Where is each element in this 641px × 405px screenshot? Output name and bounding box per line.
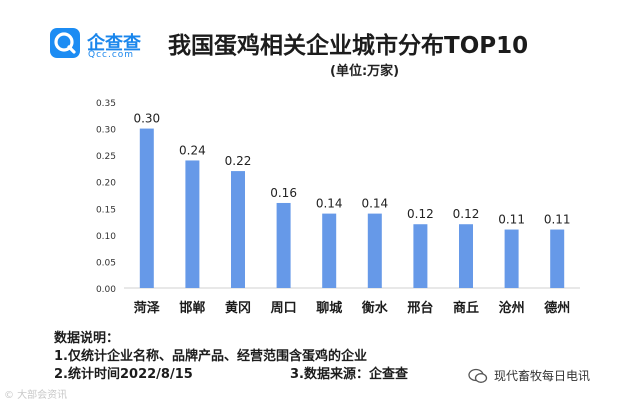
- bar: [185, 160, 200, 288]
- bar: [276, 202, 291, 288]
- data-label: 0.14: [316, 197, 343, 211]
- x-tick-label: 黄冈: [225, 300, 251, 316]
- bar: [459, 224, 473, 288]
- qcc-logo-icon: [50, 28, 80, 58]
- bar: [550, 229, 565, 288]
- y-tick-label: 0.05: [96, 258, 116, 268]
- x-tick-label: 德州: [544, 300, 570, 316]
- y-tick-label: 0.30: [96, 126, 116, 136]
- data-label: 0.11: [544, 213, 571, 227]
- bar: [231, 171, 245, 288]
- x-tick-label: 聊城: [316, 300, 342, 316]
- x-tick-label: 周口: [271, 301, 297, 316]
- brand-name: 企查查: [87, 33, 141, 54]
- x-tick-label: 衡水: [362, 300, 389, 316]
- x-tick-label: 邢台: [407, 300, 433, 316]
- x-tick-label: 沧州: [499, 300, 525, 316]
- y-tick-label: 0.10: [96, 232, 116, 242]
- data-label: 0.14: [361, 197, 388, 211]
- chart-unit: (单位:万家): [330, 64, 400, 79]
- y-tick-label: 0.25: [96, 152, 116, 162]
- wechat-icon: [468, 368, 488, 384]
- wechat-account: 现代畜牧每日电讯: [468, 367, 590, 384]
- bar: [504, 229, 519, 288]
- bar: [413, 224, 428, 288]
- watermark-left: © 大部会资讯: [4, 390, 68, 401]
- bar: [367, 213, 382, 288]
- x-tick-label: 商丘: [453, 300, 479, 316]
- data-label: 0.24: [179, 143, 206, 157]
- notes-item-2: 2.统计时间2022/8/15: [54, 367, 193, 382]
- y-tick-label: 0.35: [96, 99, 116, 109]
- data-label: 0.11: [498, 213, 525, 227]
- y-tick-label: 0.20: [96, 179, 116, 189]
- data-label: 0.12: [453, 207, 480, 221]
- notes-item-1: 1.仅统计企业名称、品牌产品、经营范围含蛋鸡的企业: [54, 349, 367, 364]
- bar: [322, 213, 337, 288]
- bar: [139, 128, 154, 288]
- data-label: 0.12: [407, 207, 434, 221]
- x-tick-label: 菏泽: [134, 300, 161, 316]
- notes-item-3: 3.数据来源：企查查: [290, 367, 408, 382]
- brand-domain: Qcc.com: [88, 50, 135, 60]
- notes-heading: 数据说明：: [54, 331, 120, 346]
- y-tick-label: 0.15: [96, 205, 116, 215]
- data-label: 0.16: [270, 186, 297, 200]
- wechat-account-name: 现代畜牧每日电讯: [494, 369, 591, 383]
- data-label: 0.22: [225, 154, 252, 168]
- y-tick-label: 0.00: [96, 285, 116, 295]
- x-tick-label: 邯郸: [179, 300, 205, 316]
- qcc-logo: 企查查 Qcc.com: [50, 26, 150, 62]
- data-label: 0.30: [133, 112, 160, 126]
- data-notes: 数据说明： 1.仅统计企业名称、品牌产品、经营范围含蛋鸡的企业 2.统计时间20…: [54, 330, 408, 384]
- chart-title: 我国蛋鸡相关企业城市分布TOP10: [168, 33, 529, 59]
